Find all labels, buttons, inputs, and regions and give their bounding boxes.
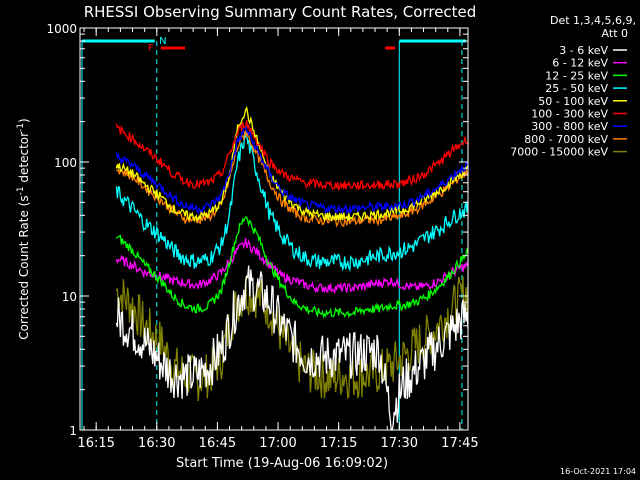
legend-label: 12 - 25 keV [545, 69, 608, 82]
legend-label: 300 - 800 keV [531, 120, 608, 133]
series-line [115, 265, 469, 431]
observing-bars: FN [81, 36, 466, 430]
y-tick-label: 1 [69, 424, 77, 438]
y-axis: 1 10 100 1000 [46, 22, 468, 438]
legend-label: 25 - 50 keV [545, 82, 608, 95]
y-tick-label: 100 [54, 156, 77, 170]
legend-label: 50 - 100 keV [538, 95, 608, 108]
legend-header-line2: Att 0 [602, 27, 628, 40]
y-tick-label: 1000 [46, 22, 77, 36]
legend-label: 800 - 7000 keV [524, 133, 608, 146]
x-tick-label: 16:45 [199, 436, 236, 451]
flag-label-n: N [159, 36, 166, 47]
series-layer [115, 105, 469, 431]
legend-label: 6 - 12 keV [552, 57, 608, 70]
x-tick-label: 17:30 [381, 436, 418, 451]
x-axis: 16:15 16:30 16:45 17:00 17:15 17:30 17:45 [77, 28, 479, 451]
series-line [115, 131, 469, 272]
y-axis-label: Corrected Count Rate (s-1 detector-1) [16, 118, 31, 339]
x-tick-label: 17:00 [259, 436, 296, 451]
series-line [115, 125, 469, 216]
series-line [115, 216, 469, 319]
flag-label-f: F [148, 43, 154, 54]
x-tick-label: 16:15 [77, 436, 114, 451]
series-line [115, 105, 469, 223]
x-tick-label: 17:45 [441, 436, 478, 451]
series-line [115, 237, 469, 295]
chart-title: RHESSI Observing Summary Count Rates, Co… [84, 3, 477, 21]
footer-timestamp: 16-Oct-2021 17:04 [560, 467, 636, 476]
series-line [115, 120, 469, 192]
legend-label: 3 - 6 keV [559, 44, 608, 57]
x-tick-label: 16:30 [138, 436, 175, 451]
y-tick-label: 10 [62, 290, 77, 304]
x-axis-label: Start Time (19-Aug-06 16:09:02) [176, 456, 388, 471]
x-tick-label: 17:15 [320, 436, 357, 451]
legend-label: 100 - 300 keV [531, 108, 608, 121]
plot-frame [79, 27, 469, 431]
legend-header-line1: Det 1,3,4,5,6,9, [550, 14, 636, 27]
legend-label: 7000 - 15000 keV [510, 146, 608, 159]
